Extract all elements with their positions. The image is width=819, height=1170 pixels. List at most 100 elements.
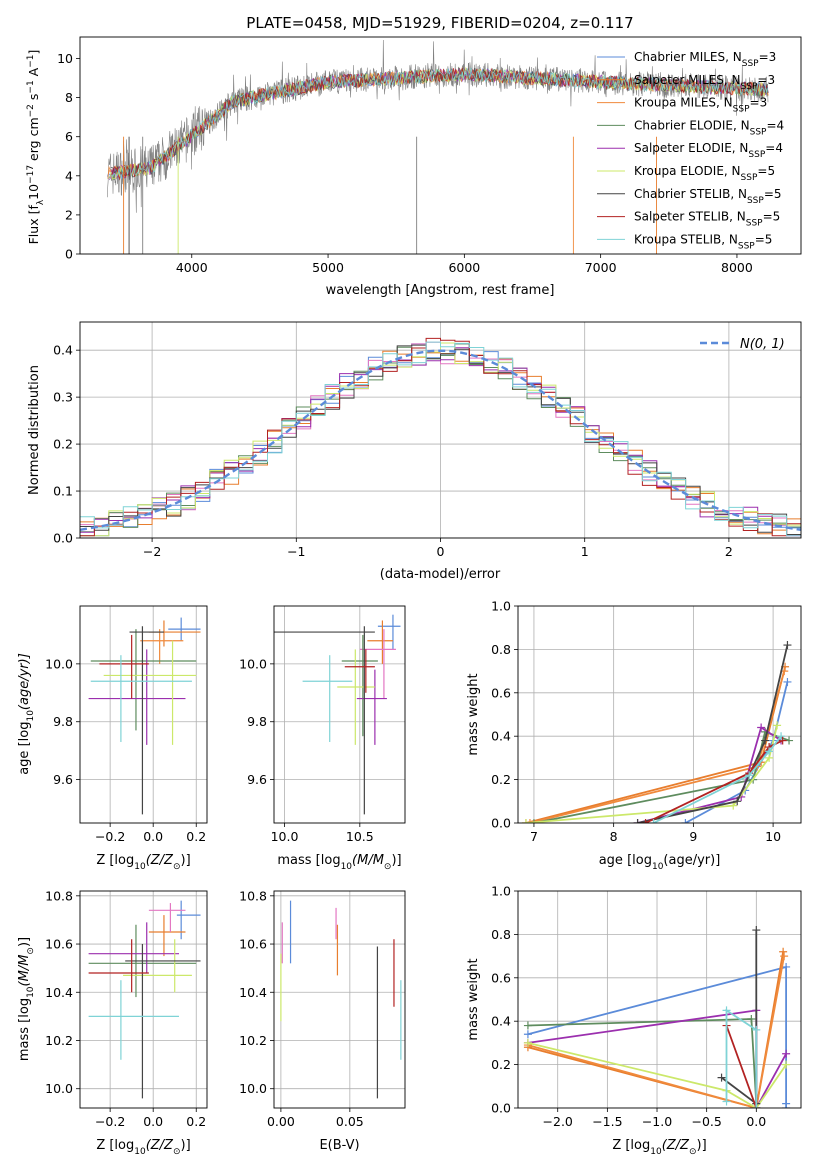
weight-marker (783, 641, 792, 650)
label-part: mass [log (277, 853, 340, 868)
y-tick-label: 0.8 (491, 927, 511, 942)
x-tick-label: 0.2 (186, 829, 206, 844)
label-part: Kroupa ELODIE, N (634, 164, 741, 178)
weight-line-k_mil (529, 670, 786, 823)
weight-marker (523, 1030, 532, 1039)
label-part: s (26, 94, 41, 105)
weight-marker (529, 819, 538, 823)
legend-entry-label: Kroupa STELIB, NSSP=5 (634, 232, 772, 251)
legend-entry-label: Salpeter ELODIE, NSSP=4 (634, 141, 783, 160)
label-part: mass [log (17, 998, 32, 1061)
axes-frame (517, 890, 802, 1109)
x-tick-label: 0.0 (143, 1114, 163, 1129)
normal-curve (80, 349, 801, 531)
spectrum-panel: 4000 5000 6000 7000 8000 0 2 4 6 8 10 wavelength [A… (26, 36, 802, 298)
weight-marker (752, 926, 761, 935)
y-tick-label: 10.4 (45, 985, 73, 1000)
label-part: SSP (738, 241, 755, 251)
weight-marker (782, 1060, 791, 1069)
weight-marker (773, 721, 782, 730)
spectrum-ylabel: Flux [fλ10−17 erg cm−2 s−1 A−1] (26, 50, 46, 245)
x-tick-label: 9 (689, 829, 697, 844)
label-part: SSP (741, 173, 758, 183)
label-part: (age/yr)] (17, 653, 32, 710)
y-tick-label: 10.0 (45, 1081, 73, 1096)
weight-marker (649, 819, 658, 823)
x-tick-label: 4000 (176, 260, 208, 275)
weight-marker (722, 1006, 731, 1015)
label-part: (Z/Z (146, 1138, 174, 1153)
label-part: Salpeter ELODIE, N (634, 141, 748, 155)
y-tick-label: 1.0 (491, 599, 511, 614)
label-part: =5 (755, 232, 773, 246)
x-tick-label: 2 (725, 544, 733, 559)
y-tick-label: 10 (57, 51, 73, 66)
label-part: erg cm (26, 117, 41, 165)
x-tick-label: 1 (581, 544, 589, 559)
label-part: SSP (746, 219, 763, 229)
legend-entry-label: Kroupa MILES, NSSP=3 (634, 96, 767, 115)
label-part: Kroupa MILES, N (634, 96, 733, 110)
label-part: )] (181, 1138, 191, 1153)
label-part: 10 (26, 986, 36, 998)
weight-marker (757, 723, 766, 732)
x-tick-label: 5000 (312, 260, 344, 275)
y-tick-label: 10.4 (239, 985, 267, 1000)
residual-ylabel: Normed distribution (27, 365, 42, 495)
label-part: −1 (26, 55, 36, 68)
x-tick-label: −0.5 (691, 1114, 721, 1129)
residual-panel: −2 −1 0 1 2 0.0 0.1 0.2 0.3 0.4 (data-model)/error… (27, 321, 802, 582)
weight-line-k_mil (527, 955, 785, 1108)
y-axis-label: age [log10(age/yr)] (17, 653, 36, 775)
mass-age-panel: 10.0 10.5 9.6 9.8 10.0 mass [log10(M/M⊙)] (239, 605, 406, 872)
y-tick-label: 6 (65, 129, 73, 144)
label-part: (M/M (352, 853, 384, 868)
x-axis-label: mass [log10(M/M⊙)] (277, 853, 401, 872)
weight-marker (523, 1021, 532, 1030)
plot-area (80, 322, 801, 538)
weight-marker (681, 819, 690, 823)
label-part: (Z/Z (662, 1138, 690, 1153)
weight-marker (745, 771, 754, 780)
weight-line-c_eld (533, 730, 790, 823)
y-tick-label: 9.6 (247, 772, 267, 787)
axes-frame (79, 36, 802, 255)
y-tick-label: 9.8 (53, 714, 73, 729)
x-tick-label: 7000 (585, 260, 617, 275)
x-axis-label: age [log10(age/yr)] (599, 853, 721, 872)
label-part: )] (181, 853, 191, 868)
y-tick-label: 9.8 (247, 714, 267, 729)
label-part: ⊙ (173, 1147, 181, 1157)
weight-marker (525, 819, 534, 823)
label-part: =3 (750, 96, 768, 110)
weight-marker (761, 736, 770, 745)
y-tick-label: 0.1 (53, 484, 73, 499)
ebv-mass-panel: 0.00 0.05 10.0 10.2 10.4 10.6 10.8 E(B-V) (239, 888, 406, 1153)
label-part: −1 (26, 80, 36, 93)
plot-area (518, 891, 801, 1108)
x-tick-label: −0.2 (95, 1114, 125, 1129)
label-part: 10 (134, 1147, 146, 1157)
x-tick-label: −0.2 (95, 829, 125, 844)
y-tick-label: 1.0 (491, 884, 511, 899)
weight-marker (733, 797, 742, 806)
label-part: 10 (26, 710, 36, 722)
y-tick-label: 0.4 (53, 343, 73, 358)
label-part: 10 (650, 1147, 662, 1157)
weight-marker (782, 1099, 791, 1108)
label-part: ⊙ (689, 1147, 697, 1157)
weight-line-k_eld (527, 1042, 787, 1108)
z-weight-panel: −2.0 −1.5 −1.0 −0.5 0.0 0.0 0.2 0.4 0.6 0.8 1.0 Z [… (466, 884, 802, 1157)
x-tick-label: 0.2 (186, 1114, 206, 1129)
y-tick-label: 10.0 (239, 656, 267, 671)
weight-marker (780, 952, 789, 961)
plot-area (518, 606, 801, 823)
weight-marker (783, 677, 792, 686)
weight-marker (523, 1038, 532, 1047)
x-axis-label: Z [log10(Z/Z⊙)] (612, 1138, 706, 1157)
weight-marker (722, 1097, 731, 1106)
label-part: SSP (742, 59, 759, 69)
y-tick-label: 0.0 (491, 1101, 511, 1116)
z-mass-panel: −0.2 0.0 0.210.010.210.410.610.8Z [log10(Z… (17, 888, 208, 1157)
